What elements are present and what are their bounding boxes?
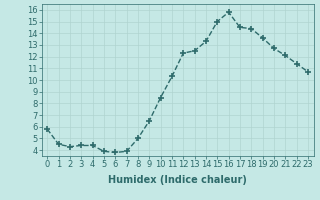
X-axis label: Humidex (Indice chaleur): Humidex (Indice chaleur): [108, 175, 247, 185]
